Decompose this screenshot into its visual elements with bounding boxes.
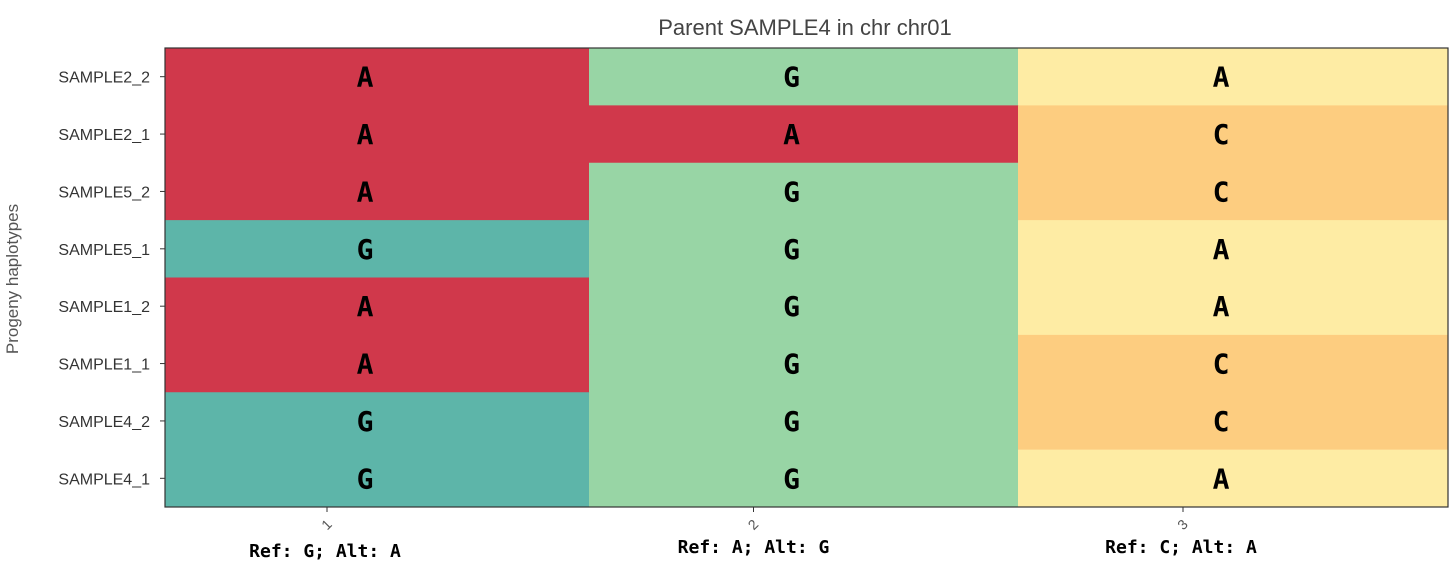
allele-label: G	[783, 175, 800, 208]
column-labels: 1 Ref: G; Alt: A 2 Ref: A; Alt: G 3 Ref: C; A…	[249, 507, 1257, 562]
allele-label: A	[357, 118, 374, 151]
allele-labels: A G AA A CA G CG G AA G AA G CG G CG G A	[357, 61, 1230, 496]
ref-alt-label: Ref: C; Alt: A	[1105, 537, 1257, 558]
heatmap-cell	[1018, 162, 1449, 221]
heatmap-cell	[589, 392, 1019, 451]
allele-label: A	[1213, 233, 1230, 266]
heatmap-cell	[589, 334, 1019, 393]
heatmap-cell	[1018, 105, 1449, 164]
heatmap-cell	[165, 48, 590, 106]
heatmap-cell	[589, 277, 1019, 336]
row-tick-label: SAMPLE4_2	[58, 414, 150, 431]
heatmap-cell	[589, 220, 1019, 278]
y-axis-label: Progeny haplotypes	[3, 204, 22, 354]
allele-label: A	[1213, 61, 1230, 94]
row-tick-label: SAMPLE4_1	[58, 471, 150, 488]
heatmap-cell	[165, 220, 590, 278]
allele-label: A	[357, 348, 374, 381]
heatmap-cell	[1018, 449, 1449, 508]
row-labels: SAMPLE2_2 SAMPLE2_1 SAMPLE5_2 SAMPLE5_1 SAMP…	[58, 70, 165, 488]
heatmap-cells	[165, 48, 1449, 508]
allele-label: C	[1213, 405, 1230, 438]
allele-label: A	[1213, 290, 1230, 323]
column-tick-label: 1	[318, 516, 335, 533]
column-tick-label: 2	[745, 516, 762, 533]
heatmap-cell	[165, 392, 590, 451]
heatmap-cell	[589, 449, 1019, 508]
allele-label: A	[357, 61, 374, 94]
heatmap-cell	[165, 277, 590, 336]
row-tick-label: SAMPLE2_1	[58, 127, 150, 144]
ref-alt-label: Ref: A; Alt: G	[678, 537, 830, 558]
allele-label: G	[783, 348, 800, 381]
heatmap-cell	[1018, 48, 1449, 106]
allele-label: G	[783, 405, 800, 438]
allele-label: G	[357, 233, 374, 266]
allele-label: A	[357, 175, 374, 208]
row-tick-label: SAMPLE5_2	[58, 184, 150, 201]
heatmap-cell	[589, 105, 1019, 164]
allele-label: G	[783, 462, 800, 495]
allele-label: A	[1213, 462, 1230, 495]
heatmap-cell	[1018, 334, 1449, 393]
chart-title: Parent SAMPLE4 in chr chr01	[658, 15, 951, 40]
row-tick-label: SAMPLE2_2	[58, 70, 150, 87]
heatmap-cell	[589, 162, 1019, 221]
allele-label: G	[783, 290, 800, 323]
allele-label: C	[1213, 348, 1230, 381]
row-tick-label: SAMPLE5_1	[58, 242, 150, 259]
heatmap-cell	[1018, 277, 1449, 336]
allele-label: G	[783, 61, 800, 94]
heatmap-cell	[165, 162, 590, 221]
plot-frame	[164, 47, 1449, 508]
allele-label: G	[357, 462, 374, 495]
ref-alt-label: Ref: G; Alt: A	[249, 541, 401, 562]
allele-label: C	[1213, 118, 1230, 151]
allele-label: A	[783, 118, 800, 151]
allele-label: G	[783, 233, 800, 266]
heatmap-cell	[1018, 220, 1449, 278]
row-tick-label: SAMPLE1_2	[58, 299, 150, 316]
heatmap-cell	[589, 48, 1019, 106]
column-tick-label: 3	[1174, 516, 1191, 533]
heatmap-cell	[165, 449, 590, 508]
allele-label: G	[357, 405, 374, 438]
heatmap-cell	[1018, 392, 1449, 451]
row-tick-label: SAMPLE1_1	[58, 357, 150, 374]
allele-label: C	[1213, 175, 1230, 208]
allele-label: A	[357, 290, 374, 323]
heatmap-cell	[165, 105, 590, 164]
heatmap-cell	[165, 334, 590, 393]
